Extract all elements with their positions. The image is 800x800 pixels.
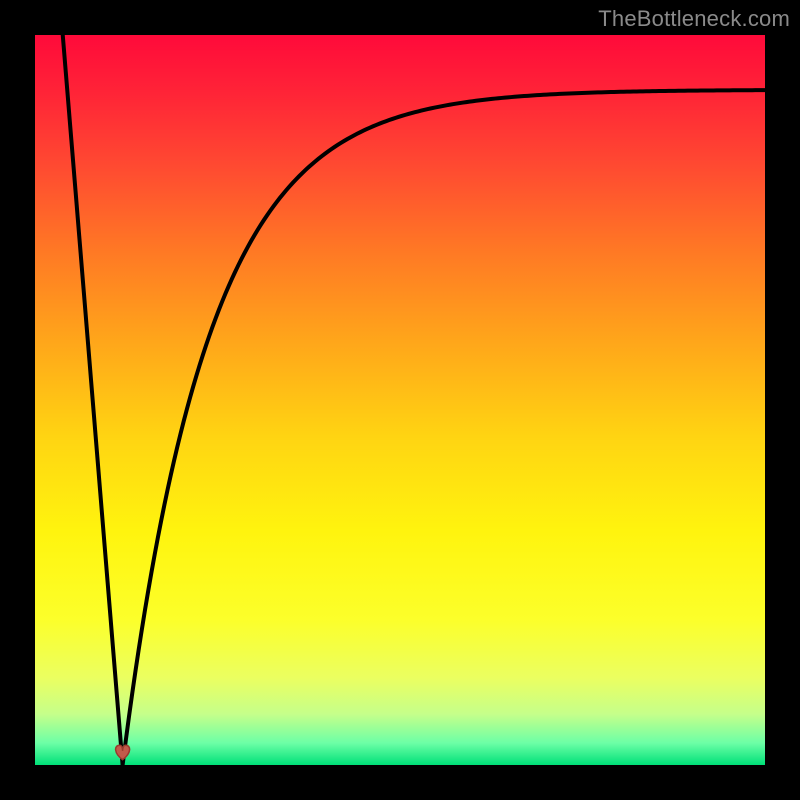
bottleneck-chart (0, 0, 800, 800)
watermark-label: TheBottleneck.com (598, 6, 790, 32)
chart-container: TheBottleneck.com (0, 0, 800, 800)
